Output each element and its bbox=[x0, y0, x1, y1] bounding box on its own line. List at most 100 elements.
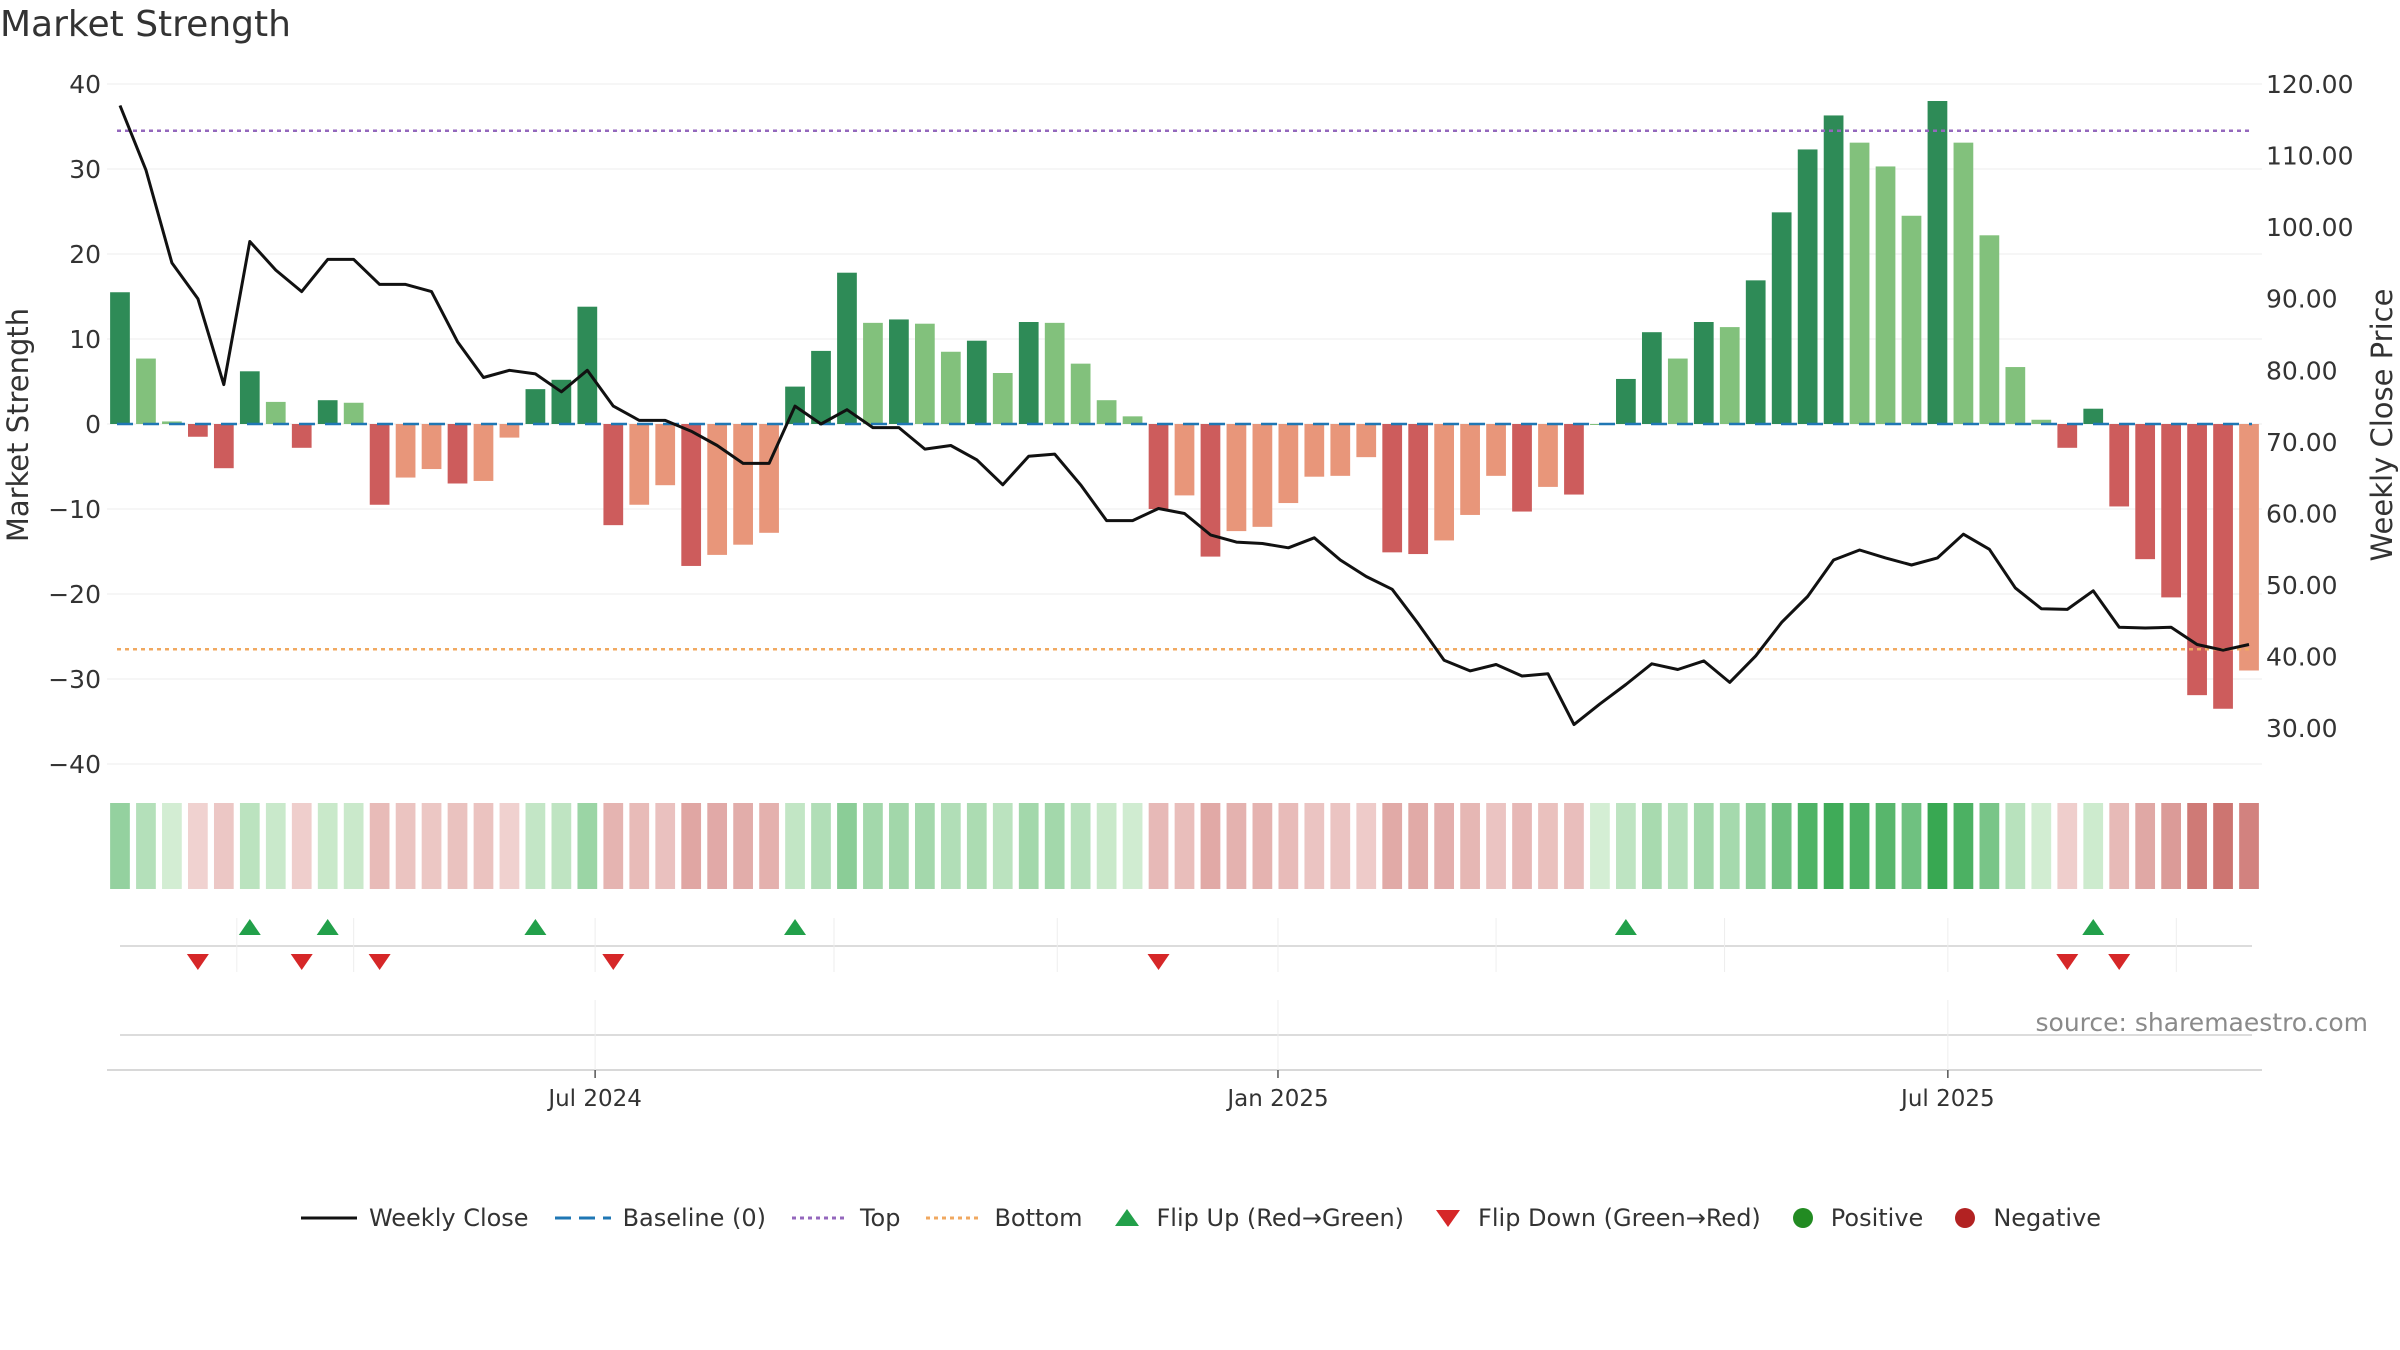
strength-bar bbox=[499, 424, 520, 438]
legend-label: Weekly Close bbox=[368, 1204, 529, 1232]
y-tick-label: 20 bbox=[69, 240, 101, 269]
reference-lines bbox=[117, 129, 2252, 651]
strength-bar bbox=[1538, 424, 1558, 487]
heat-cell bbox=[940, 803, 961, 889]
heat-cell bbox=[188, 803, 208, 889]
heat-cell bbox=[1823, 803, 1844, 889]
strength-bar bbox=[2057, 424, 2078, 448]
flip-down-marker bbox=[368, 954, 391, 970]
strength-bar bbox=[577, 306, 598, 424]
legend-label: Positive bbox=[1830, 1204, 1924, 1232]
heat-cell bbox=[1044, 803, 1065, 889]
strength-bar bbox=[1304, 424, 1325, 477]
y2-axis-label: Weekly Close Price bbox=[2365, 289, 2399, 562]
heat-cell bbox=[577, 803, 598, 889]
strength-bar bbox=[992, 373, 1013, 424]
strength-bar bbox=[1512, 424, 1532, 512]
strength-bar bbox=[291, 424, 312, 448]
heat-cell bbox=[1018, 803, 1039, 889]
heat-cell bbox=[1070, 803, 1091, 889]
x-tick-label: Jul 2024 bbox=[546, 1086, 642, 1112]
legend-swatch-dotted-icon bbox=[926, 1216, 983, 1220]
heat-cell bbox=[1538, 803, 1558, 889]
strength-bar bbox=[1174, 424, 1195, 496]
strength-bar bbox=[265, 401, 286, 424]
heat-cell bbox=[1304, 803, 1325, 889]
heat-cell bbox=[2083, 803, 2104, 889]
heat-cell bbox=[2031, 803, 2052, 889]
y-axis-left: 40 30 20 10 0 −10 −20 −30 −40 bbox=[48, 70, 101, 779]
y-axis-label: Market Strength bbox=[1, 308, 35, 542]
heat-cell bbox=[525, 803, 546, 889]
y-tick-label: −20 bbox=[48, 580, 101, 609]
strength-bar bbox=[1356, 424, 1377, 458]
heat-cell bbox=[369, 803, 390, 889]
heat-cell bbox=[1434, 803, 1455, 889]
legend-label: Flip Up (Red→Green) bbox=[1156, 1204, 1405, 1232]
heat-cell bbox=[1719, 803, 1740, 889]
circle-icon bbox=[1792, 1208, 1813, 1228]
strength-bar bbox=[421, 424, 442, 470]
heat-cell bbox=[1849, 803, 1870, 889]
strength-bar bbox=[1616, 378, 1636, 424]
strength-bar bbox=[1044, 322, 1065, 424]
strength-bar bbox=[603, 424, 624, 526]
flip-down-marker bbox=[2056, 954, 2079, 970]
heat-cell bbox=[992, 803, 1013, 889]
legend-swatch-dotted-icon bbox=[791, 1216, 848, 1220]
heat-cell bbox=[1771, 803, 1792, 889]
heat-cell bbox=[110, 803, 130, 889]
heat-cell bbox=[265, 803, 286, 889]
strength-bar bbox=[733, 424, 753, 545]
flip-markers bbox=[120, 918, 2252, 972]
heat-cell bbox=[914, 803, 935, 889]
heat-cell bbox=[473, 803, 494, 889]
heat-cell bbox=[1278, 803, 1299, 889]
strength-bar bbox=[2135, 424, 2156, 560]
heat-cell bbox=[1174, 803, 1195, 889]
strength-bar bbox=[162, 421, 182, 424]
heat-cell bbox=[2135, 803, 2156, 889]
strength-bar bbox=[1382, 424, 1403, 553]
strength-bar bbox=[914, 323, 935, 424]
strength-bar bbox=[2031, 419, 2052, 424]
heat-cell bbox=[1460, 803, 1480, 889]
strength-bar bbox=[2213, 424, 2233, 709]
strength-bar bbox=[940, 351, 961, 424]
y-tick-label: 30 bbox=[69, 155, 101, 184]
heat-cell bbox=[2109, 803, 2130, 889]
strength-bar bbox=[1719, 327, 1740, 424]
strength-bar bbox=[837, 272, 857, 424]
flip-up-marker bbox=[784, 919, 807, 935]
strength-bar bbox=[1070, 363, 1091, 424]
heat-cell bbox=[889, 803, 909, 889]
heat-cell bbox=[837, 803, 857, 889]
strength-bar bbox=[707, 424, 728, 555]
strength-bar bbox=[966, 340, 987, 424]
strength-bar bbox=[1200, 424, 1221, 557]
strength-bar bbox=[1953, 142, 1974, 424]
heat-cell bbox=[1641, 803, 1662, 889]
heat-cell bbox=[447, 803, 468, 889]
strength-bar bbox=[1408, 424, 1429, 555]
strength-bars bbox=[110, 101, 2259, 709]
flip-down-marker bbox=[290, 954, 313, 970]
heat-cell bbox=[1564, 803, 1584, 889]
triangle-up-icon bbox=[1114, 1209, 1139, 1226]
strength-bar bbox=[1252, 424, 1273, 527]
heat-cell bbox=[2057, 803, 2078, 889]
strength-bar bbox=[2239, 424, 2259, 671]
heat-cell bbox=[2005, 803, 2026, 889]
heat-cell bbox=[863, 803, 883, 889]
y2-tick-label: 100.00 bbox=[2266, 213, 2353, 242]
heat-strip bbox=[110, 803, 2259, 889]
strength-bar bbox=[1979, 235, 2000, 424]
strength-bar bbox=[1641, 332, 1662, 424]
y2-tick-label: 40.00 bbox=[2266, 643, 2338, 672]
strength-bar bbox=[1564, 424, 1584, 495]
legend-label: Baseline (0) bbox=[622, 1204, 766, 1232]
strength-bar bbox=[811, 350, 831, 424]
heat-cell bbox=[343, 803, 364, 889]
flip-up-marker bbox=[238, 919, 261, 935]
y2-tick-label: 70.00 bbox=[2266, 428, 2338, 457]
